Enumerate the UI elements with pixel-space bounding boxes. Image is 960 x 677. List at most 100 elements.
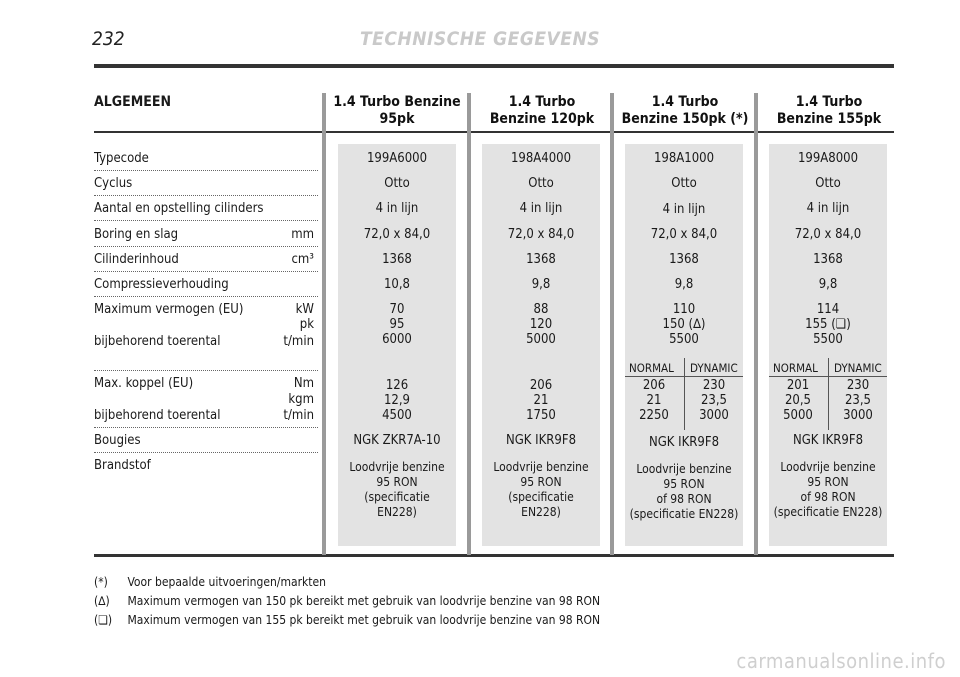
row-label-text: Max. koppel (EU) <box>94 376 194 391</box>
value-plugs: NGK IKR9F8 <box>648 435 720 450</box>
row-label-bore-stroke: Boring en slag mm <box>94 227 314 242</box>
row-label-power-rpm: bijbehorend toerental t/min <box>94 334 314 349</box>
normal-dynamic-divider <box>684 358 685 430</box>
unit-pk: pk <box>299 317 314 332</box>
unit-rpm: t/min <box>283 408 314 423</box>
value-typecode: 198A1000 <box>653 151 715 166</box>
value-typecode: 199A6000 <box>366 151 428 166</box>
row-label-text: Cilinderinhoud <box>94 252 179 267</box>
value-column-bg <box>625 144 743 546</box>
value-compression: 9,8 <box>818 277 838 292</box>
page-header: TECHNISCHE GEGEVENS <box>360 28 601 50</box>
footnote-mark: (∆) <box>94 594 110 608</box>
value-compression: 9,8 <box>531 277 551 292</box>
unit-nm: Nm <box>293 376 314 391</box>
row-divider <box>94 370 318 371</box>
row-label-typecode: Typecode <box>94 151 149 166</box>
torque-normal-label: NORMAL <box>629 361 674 375</box>
value-column-bg <box>769 144 887 546</box>
value-column-bg <box>338 144 456 546</box>
column-separator <box>322 93 326 555</box>
row-divider <box>94 195 318 196</box>
row-label-fuel: Brandstof <box>94 458 151 473</box>
footnote-mark: (❏) <box>94 613 113 627</box>
column-separator <box>610 93 614 555</box>
row-label-text: bijbehorend toerental <box>94 334 221 349</box>
value-torque-normal: 201 20,5 5000 <box>783 378 813 423</box>
value-displacement: 1368 <box>669 252 699 267</box>
value-bore-stroke: 72,0 x 84,0 <box>650 227 718 242</box>
value-typecode: 199A8000 <box>797 151 859 166</box>
value-bore-stroke: 72,0 x 84,0 <box>363 227 431 242</box>
value-plugs: NGK IKR9F8 <box>792 433 864 448</box>
value-displacement: 1368 <box>382 252 412 267</box>
unit-kw: kW <box>295 302 314 317</box>
column-separator <box>467 93 471 555</box>
column-header-120pk: 1.4 Turbo Benzine 120pk <box>489 94 595 127</box>
value-torque-dynamic: 230 23,5 3000 <box>843 378 873 423</box>
value-layout: 4 in lijn <box>662 202 706 217</box>
value-compression: 9,8 <box>674 277 694 292</box>
column-header-155pk: 1.4 Turbo Benzine 155pk <box>776 94 882 127</box>
value-displacement: 1368 <box>526 252 556 267</box>
footnote-triangle: (∆) Maximum vermogen van 150 pk bereikt … <box>94 594 600 608</box>
row-divider <box>94 271 318 272</box>
value-typecode: 198A4000 <box>510 151 572 166</box>
row-label-displacement: Cilinderinhoud cm³ <box>94 252 314 267</box>
value-bore-stroke: 72,0 x 84,0 <box>507 227 575 242</box>
row-divider <box>94 170 318 171</box>
torque-normal-label: NORMAL <box>773 361 818 375</box>
value-layout: 4 in lijn <box>806 201 850 216</box>
value-displacement: 1368 <box>813 252 843 267</box>
value-fuel: Loodvrije benzine 95 RON (specificatie E… <box>349 460 445 519</box>
row-divider <box>94 296 318 297</box>
value-power: 88 120 5000 <box>526 302 556 347</box>
value-power: 110 150 (∆) 5500 <box>662 302 706 347</box>
bottom-rule <box>94 554 894 557</box>
torque-dynamic-label: DYNAMIC <box>690 361 738 375</box>
row-label-power: Maximum vermogen (EU) kW <box>94 302 314 317</box>
row-label-text: Boring en slag <box>94 227 179 242</box>
value-bore-stroke: 72,0 x 84,0 <box>794 227 862 242</box>
row-label-torque-rpm: bijbehorend toerental t/min <box>94 408 314 423</box>
torque-dynamic-label: DYNAMIC <box>834 361 882 375</box>
footnote-mark: (*) <box>94 575 108 589</box>
watermark: carmanualsonline.info <box>736 649 946 673</box>
footnote-text: Maximum vermogen van 155 pk bereikt met … <box>127 613 601 627</box>
page-number: 232 <box>92 28 125 50</box>
top-rule <box>94 64 894 68</box>
value-torque: 206 21 1750 <box>526 378 556 423</box>
value-cycle: Otto <box>384 176 410 191</box>
value-fuel: Loodvrije benzine 95 RON (specificatie E… <box>493 460 589 519</box>
footnote-asterisk: (*) Voor bepaalde uitvoeringen/markten <box>94 575 326 589</box>
value-cycle: Otto <box>815 176 841 191</box>
footnote-square: (❏) Maximum vermogen van 155 pk bereikt … <box>94 613 600 627</box>
normal-dynamic-divider <box>828 358 829 430</box>
row-divider <box>94 452 318 453</box>
value-power: 70 95 6000 <box>382 302 412 347</box>
footnote-text: Maximum vermogen van 150 pk bereikt met … <box>127 594 601 608</box>
unit-kgm: kgm <box>288 392 314 407</box>
row-label-torque: Max. koppel (EU) Nm <box>94 376 314 391</box>
header-rule <box>94 131 894 133</box>
row-divider <box>94 220 318 221</box>
row-label-cycle: Cyclus <box>94 176 133 191</box>
column-separator <box>754 93 758 555</box>
column-header-95pk: 1.4 Turbo Benzine 95pk <box>333 94 461 127</box>
value-torque-normal: 206 21 2250 <box>639 378 669 423</box>
row-label-compression: Compressieverhouding <box>94 277 229 292</box>
row-label-layout: Aantal en opstelling cilinders <box>94 201 264 216</box>
row-divider <box>94 427 318 428</box>
value-torque: 126 12,9 4500 <box>382 378 412 423</box>
value-fuel: Loodvrije benzine 95 RON of 98 RON (spec… <box>773 460 883 519</box>
value-plugs: NGK IKR9F8 <box>505 433 577 448</box>
value-compression: 10,8 <box>383 277 411 292</box>
value-layout: 4 in lijn <box>519 201 563 216</box>
row-label-text: Maximum vermogen (EU) <box>94 302 244 317</box>
unit-cm3: cm³ <box>291 252 314 267</box>
value-cycle: Otto <box>671 176 697 191</box>
row-divider <box>94 246 318 247</box>
value-torque-dynamic: 230 23,5 3000 <box>699 378 729 423</box>
value-column-bg <box>482 144 600 546</box>
unit-mm: mm <box>291 227 314 242</box>
